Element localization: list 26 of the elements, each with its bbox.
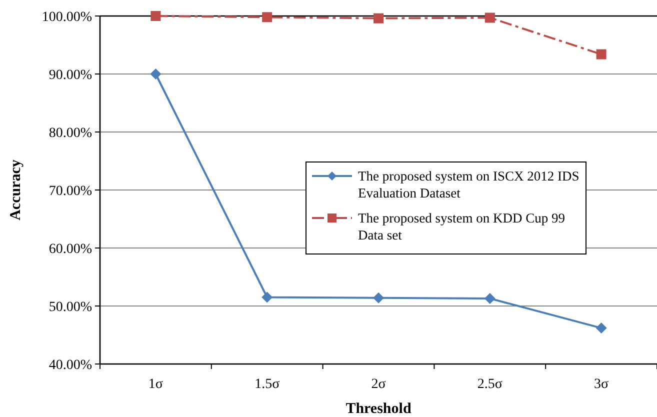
- y-tick-label: 80.00%: [48, 126, 92, 141]
- x-tick-label: 2σ: [371, 377, 386, 392]
- y-tick-label: 40.00%: [48, 358, 92, 373]
- point: [484, 292, 496, 304]
- y-tick-label: 70.00%: [48, 184, 92, 199]
- point: [262, 12, 272, 22]
- point: [262, 292, 273, 303]
- x-axis-title: Threshold: [346, 401, 412, 417]
- point: [150, 11, 161, 21]
- point: [484, 12, 495, 23]
- x-tick-label: 1.5σ: [254, 377, 280, 392]
- point: [596, 49, 606, 60]
- x-tick-label: 2.5σ: [477, 377, 503, 392]
- x-tick-label: 1σ: [148, 377, 164, 392]
- point: [150, 68, 162, 80]
- point: [373, 292, 384, 304]
- x-tick-label: 3σ: [594, 377, 610, 392]
- legend-label: The proposed system on ISCX 2012 IDS Evaluation Dataset: [358, 168, 580, 201]
- y-tick-label: 100.00%: [42, 10, 92, 25]
- y-tick-label: 60.00%: [48, 242, 92, 257]
- y-tick-label: 90.00%: [48, 68, 92, 83]
- point: [374, 13, 384, 24]
- legend-label: The proposed system on KDD Cup 99 Data set: [358, 210, 566, 243]
- y-axis-title: Accuracy: [8, 159, 24, 220]
- point: [596, 322, 607, 334]
- y-tick-label: 50.00%: [48, 300, 92, 315]
